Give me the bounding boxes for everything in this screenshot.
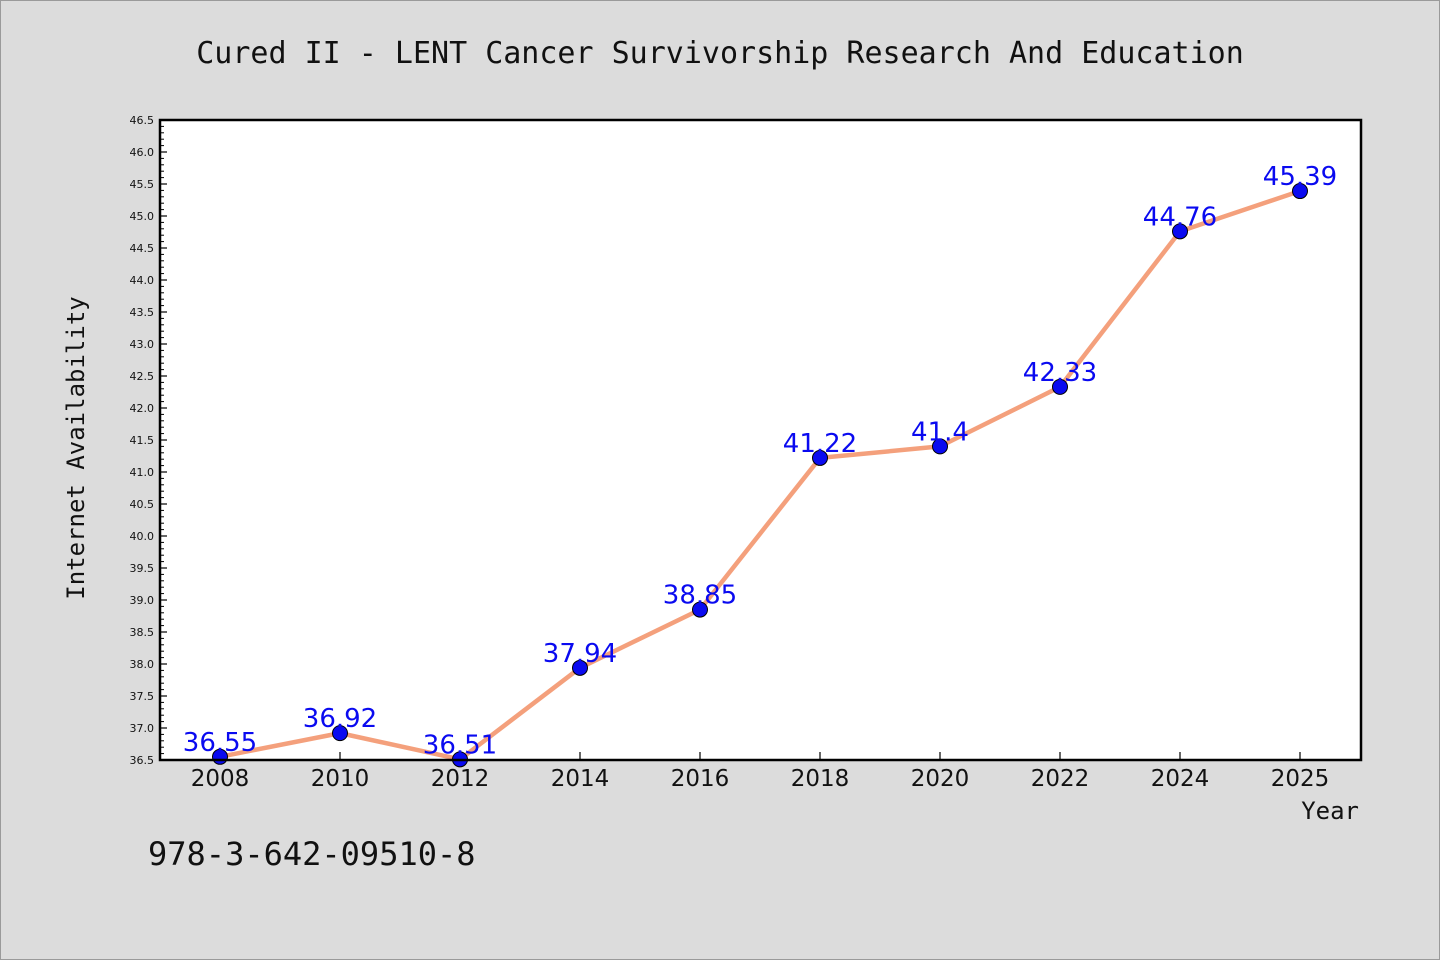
y-tick-label: 39.5 xyxy=(130,562,155,575)
data-label: 38.85 xyxy=(663,581,737,611)
y-tick-label: 37.0 xyxy=(130,722,155,735)
y-tick-label: 36.5 xyxy=(130,754,155,767)
series-line xyxy=(217,188,1303,762)
x-tick-label: 2012 xyxy=(431,766,490,792)
y-tick-label: 45.0 xyxy=(130,210,155,223)
x-tick-label: 2008 xyxy=(191,766,250,792)
plot-border xyxy=(158,118,1363,762)
y-tick-label: 37.5 xyxy=(130,690,155,703)
data-label: 45.39 xyxy=(1263,162,1337,192)
x-axis: 2008 2010 2012 2014 2016 2018 2020 2022 2024 2025 xyxy=(191,752,1330,792)
data-point xyxy=(572,659,588,676)
data-label: 36.92 xyxy=(303,704,377,734)
y-tick-label: 42.5 xyxy=(130,370,155,383)
data-point xyxy=(332,725,348,742)
data-point xyxy=(1052,378,1068,395)
series-line-group xyxy=(217,188,1303,762)
data-point xyxy=(1172,223,1188,240)
plot-area xyxy=(160,120,1361,760)
y-tick-label: 46.0 xyxy=(130,146,155,159)
x-tick-label: 2020 xyxy=(911,766,970,792)
data-label: 36.51 xyxy=(423,730,497,760)
y-axis-label: Internet Availability xyxy=(62,296,90,599)
data-label: 37.94 xyxy=(543,639,617,669)
x-tick-label: 2014 xyxy=(551,766,610,792)
data-label: 42.33 xyxy=(1023,358,1097,388)
y-tick-label: 40.0 xyxy=(130,530,155,543)
x-tick-label: 2016 xyxy=(671,766,730,792)
data-labels-group: 36.55 36.92 36.51 37.94 38.85 41.22 41.4 42.33 4… xyxy=(183,162,1337,760)
y-tick-label: 44.5 xyxy=(130,242,155,255)
y-tick-label: 44.0 xyxy=(130,274,155,287)
x-tick-label: 2018 xyxy=(791,766,850,792)
data-label: 41.22 xyxy=(783,429,857,459)
data-point xyxy=(932,438,948,455)
y-tick-label: 38.0 xyxy=(130,658,155,671)
y-tick-label: 38.5 xyxy=(130,626,155,639)
y-tick-label: 45.5 xyxy=(130,178,155,191)
y-tick-label: 39.0 xyxy=(130,594,155,607)
x-tick-label: 2025 xyxy=(1271,766,1330,792)
x-tick-label: 2024 xyxy=(1151,766,1210,792)
x-axis-label: Year xyxy=(1301,797,1359,825)
y-tick-label: 40.5 xyxy=(130,498,155,511)
chart-title: Cured II - LENT Cancer Survivorship Rese… xyxy=(196,36,1244,71)
x-tick-label: 2022 xyxy=(1031,766,1090,792)
data-label: 41.4 xyxy=(911,417,969,447)
data-label: 36.55 xyxy=(183,728,257,758)
data-point xyxy=(1292,183,1308,200)
y-tick-label: 46.5 xyxy=(130,114,155,127)
y-tick-label: 43.5 xyxy=(130,306,155,319)
x-tick-label: 2010 xyxy=(311,766,370,792)
data-point xyxy=(812,449,828,466)
y-tick-label: 43.0 xyxy=(130,338,155,351)
y-tick-label: 42.0 xyxy=(130,402,155,415)
isbn-text: 978-3-642-09510-8 xyxy=(148,835,476,873)
y-tick-label: 41.5 xyxy=(130,434,155,447)
y-tick-label: 41.0 xyxy=(130,466,155,479)
data-label: 44.76 xyxy=(1143,202,1217,232)
data-point xyxy=(692,601,708,618)
